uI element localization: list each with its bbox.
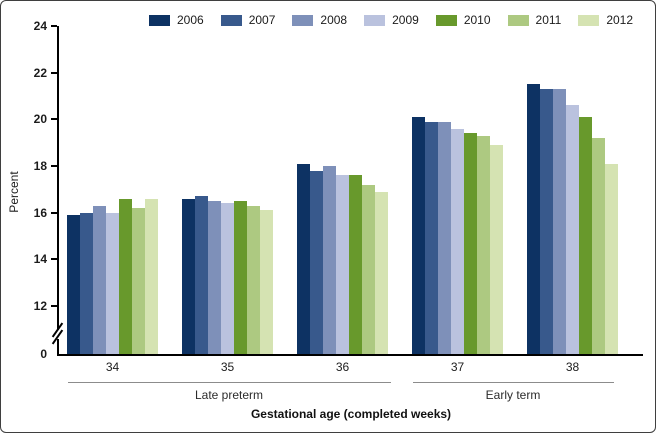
bar-2010-wk37 bbox=[464, 133, 477, 354]
legend-label: 2009 bbox=[392, 13, 419, 27]
y-axis-title: Percent bbox=[7, 171, 21, 213]
x-axis-line bbox=[57, 354, 643, 356]
legend-item-2008: 2008 bbox=[292, 14, 347, 26]
bar-2007-wk36 bbox=[310, 170, 323, 354]
legend-swatch-2009 bbox=[364, 14, 386, 26]
bar-2006-wk35 bbox=[182, 198, 195, 354]
bar-2012-wk37 bbox=[490, 144, 503, 354]
legend-label: 2006 bbox=[177, 13, 204, 27]
y-tick-12 bbox=[51, 304, 57, 307]
y-tick-20 bbox=[51, 118, 57, 121]
bar-2008-wk37 bbox=[438, 121, 451, 354]
bar-2010-wk38 bbox=[579, 116, 592, 354]
legend-label: 2007 bbox=[248, 13, 276, 27]
legend-item-2011: 2011 bbox=[507, 13, 562, 27]
y-tick-14 bbox=[51, 258, 57, 261]
bar-2012-wk38 bbox=[605, 163, 618, 354]
early-term-bracket-line bbox=[413, 382, 614, 383]
bar-2007-wk34 bbox=[80, 212, 93, 354]
bar-2012-wk35 bbox=[260, 210, 273, 354]
early-term-label: Early term bbox=[485, 388, 541, 402]
bar-2008-wk36 bbox=[323, 165, 336, 354]
x-category-label-34: 34 bbox=[105, 360, 120, 374]
legend-swatch-2006 bbox=[149, 14, 170, 26]
x-category-label-36: 36 bbox=[335, 360, 350, 374]
legend-swatch-2011 bbox=[507, 14, 529, 26]
y-tick-22 bbox=[51, 71, 57, 74]
bar-2009-wk38 bbox=[566, 105, 579, 354]
bar-2006-wk34 bbox=[67, 214, 80, 354]
bar-2011-wk36 bbox=[362, 184, 375, 354]
y-tick-label-24: 24 bbox=[33, 19, 47, 33]
y-tick-18 bbox=[51, 164, 57, 167]
y-axis-line bbox=[57, 26, 59, 356]
bar-2007-wk37 bbox=[425, 121, 438, 354]
y-tick-label-0: 0 bbox=[40, 347, 47, 361]
legend-label: 2010 bbox=[463, 13, 491, 27]
late-preterm-label: Late preterm bbox=[194, 388, 264, 402]
legend: 2006 2007 2008 2009 2010 2011 2012 bbox=[149, 14, 633, 26]
legend-item-2012: 2012 bbox=[578, 14, 633, 26]
legend-label: 2008 bbox=[320, 13, 348, 27]
y-tick-label-16: 16 bbox=[33, 205, 47, 220]
bar-2011-wk35 bbox=[247, 205, 260, 354]
y-tick-label-12: 12 bbox=[33, 298, 47, 313]
x-category-label-37: 37 bbox=[450, 360, 465, 374]
bar-2010-wk34 bbox=[119, 198, 132, 354]
legend-item-2009: 2009 bbox=[364, 14, 419, 26]
bar-2011-wk38 bbox=[592, 137, 605, 354]
bar-2009-wk37 bbox=[451, 128, 464, 354]
x-category-label-38: 38 bbox=[565, 360, 580, 374]
bar-2008-wk34 bbox=[93, 205, 106, 354]
bar-2011-wk34 bbox=[132, 207, 145, 354]
y-tick-label-14: 14 bbox=[33, 252, 47, 267]
legend-item-2007: 2007 bbox=[220, 13, 276, 27]
bar-2006-wk37 bbox=[412, 116, 425, 354]
bar-2012-wk36 bbox=[375, 191, 388, 354]
legend-swatch-2010 bbox=[435, 14, 457, 26]
late-preterm-bracket-line bbox=[68, 382, 391, 383]
bar-2008-wk35 bbox=[208, 200, 221, 354]
bar-2007-wk35 bbox=[195, 196, 208, 354]
legend-swatch-2007 bbox=[220, 14, 242, 26]
legend-item-2006: 2006 bbox=[149, 14, 204, 26]
bar-2009-wk36 bbox=[336, 175, 349, 354]
x-axis-title: Gestational age (completed weeks) bbox=[250, 407, 452, 421]
y-tick-label-22: 22 bbox=[33, 65, 47, 80]
bar-2010-wk35 bbox=[234, 200, 247, 354]
bar-2006-wk36 bbox=[297, 163, 310, 354]
x-category-label-35: 35 bbox=[220, 360, 235, 374]
bar-2010-wk36 bbox=[349, 175, 362, 354]
bar-2011-wk37 bbox=[477, 135, 490, 354]
y-tick-label-20: 20 bbox=[33, 112, 47, 127]
bar-2006-wk38 bbox=[527, 84, 540, 354]
legend-swatch-2012 bbox=[578, 14, 600, 26]
legend-item-2010: 2010 bbox=[435, 13, 491, 27]
bar-2008-wk38 bbox=[553, 88, 566, 354]
bar-2007-wk38 bbox=[540, 88, 553, 354]
bar-2012-wk34 bbox=[145, 198, 158, 354]
y-tick-24 bbox=[51, 25, 57, 27]
y-tick-16 bbox=[51, 211, 57, 214]
y-tick-label-18: 18 bbox=[33, 158, 47, 173]
legend-swatch-2008 bbox=[292, 14, 314, 26]
bar-2009-wk35 bbox=[221, 203, 234, 354]
bar-2009-wk34 bbox=[106, 212, 119, 354]
legend-label: 2012 bbox=[606, 13, 634, 27]
legend-label: 2011 bbox=[535, 13, 562, 27]
